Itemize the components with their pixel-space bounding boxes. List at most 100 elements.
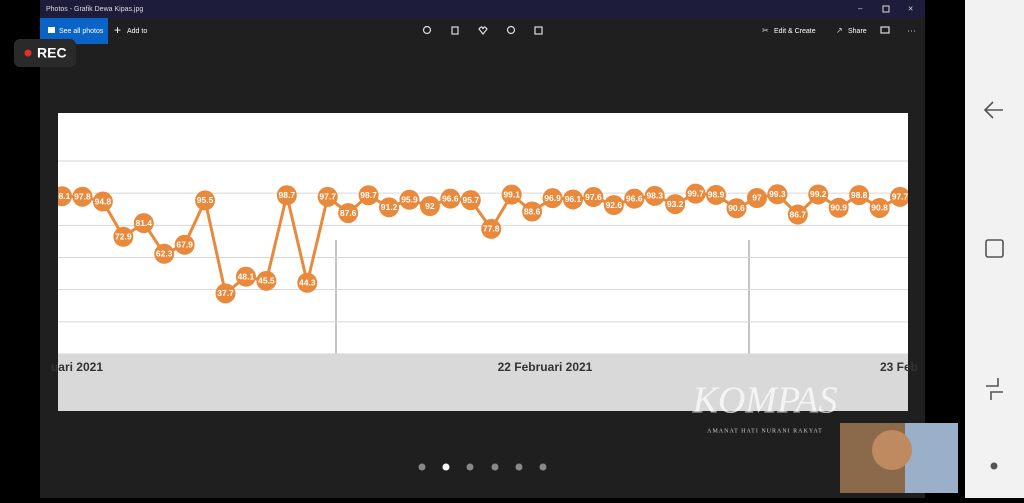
- data-point: [317, 186, 338, 207]
- data-point: [256, 270, 277, 291]
- android-nav-bar: [965, 0, 1024, 498]
- data-label: 93.2: [667, 199, 684, 209]
- rotate-icon[interactable]: [506, 25, 516, 35]
- data-label: 45.5: [258, 276, 275, 286]
- rec-label: REC: [37, 45, 67, 61]
- data-label: 90.9: [830, 203, 847, 213]
- nav-icons: [983, 101, 1004, 400]
- pager-dot[interactable]: [515, 463, 523, 471]
- data-point: [58, 186, 72, 207]
- data-point: [399, 189, 420, 210]
- data-label: 96.9: [544, 193, 561, 203]
- data-label: 92.6: [606, 200, 623, 210]
- data-label: 95.9: [401, 195, 418, 205]
- pager-dot[interactable]: [466, 463, 474, 471]
- pager-dot[interactable]: [418, 463, 426, 471]
- data-point: [746, 187, 767, 208]
- data-point: [562, 189, 583, 210]
- data-point: [869, 197, 890, 218]
- data-point: [583, 187, 604, 208]
- data-label: 77.8: [483, 224, 500, 234]
- data-label: 90.8: [871, 203, 888, 213]
- close[interactable]: ×: [908, 3, 913, 13]
- data-point: [92, 191, 113, 212]
- data-point: [624, 188, 645, 209]
- data-label: 99.2: [810, 189, 827, 199]
- pager-dot[interactable]: [539, 463, 547, 471]
- data-label: 48.1: [238, 271, 255, 281]
- print-icon[interactable]: [880, 26, 890, 34]
- data-label: 81.4: [135, 218, 152, 228]
- toolbar-icons: [422, 25, 890, 35]
- data-label: 67.9: [176, 240, 193, 250]
- data-label: 97.6: [585, 192, 602, 202]
- data-point: [828, 197, 849, 218]
- nav-dot[interactable]: [990, 462, 998, 470]
- edit-create-label[interactable]: Edit & Create: [774, 28, 816, 35]
- data-point: [113, 226, 134, 247]
- watermark-tagline: AMANAT HATI NURANI RAKYAT: [707, 428, 823, 434]
- window-title: Photos - Grafik Dewa Kipas.jpg: [46, 6, 143, 13]
- pager-dot[interactable]: [491, 463, 499, 471]
- data-label: 37.7: [217, 288, 234, 298]
- data-point: [808, 184, 829, 205]
- data-label: 98.7: [279, 190, 296, 200]
- data-label: 96.6: [626, 193, 643, 203]
- nav-recents[interactable]: [985, 239, 1004, 258]
- data-point: [726, 198, 747, 219]
- data-point: [685, 183, 706, 204]
- share-label[interactable]: Share: [848, 28, 867, 35]
- data-label: 98.3: [646, 191, 663, 201]
- data-point: [358, 185, 379, 206]
- data-label: 95.7: [463, 195, 480, 205]
- delete-icon[interactable]: [451, 26, 459, 35]
- maximize[interactable]: [882, 5, 890, 13]
- add-icon: +: [114, 23, 121, 37]
- data-point: [379, 197, 400, 218]
- data-label: 98.7: [360, 190, 377, 200]
- share-icon: ↗: [836, 26, 843, 35]
- data-point: [297, 272, 318, 293]
- data-label: 91.2: [381, 202, 398, 212]
- rec-dot: [24, 49, 32, 57]
- nav-switch[interactable]: [986, 378, 1003, 400]
- pager-dot-active[interactable]: [442, 463, 450, 471]
- see-all-icon: [48, 27, 55, 33]
- data-label: 95.5: [197, 195, 214, 205]
- data-point: [419, 196, 440, 217]
- data-label: 92: [425, 201, 435, 211]
- edit-icon: ✂: [762, 26, 769, 35]
- nav-back[interactable]: [983, 101, 1003, 119]
- data-point: [195, 190, 216, 211]
- data-label: 98.8: [851, 190, 868, 200]
- favorite-icon[interactable]: [478, 26, 488, 35]
- data-point: [215, 283, 236, 304]
- data-point: [276, 185, 297, 206]
- data-label: 99.7: [687, 188, 704, 198]
- crop-icon[interactable]: [534, 26, 543, 35]
- data-point: [665, 194, 686, 215]
- data-point: [767, 184, 788, 205]
- more-icon[interactable]: ···: [907, 25, 916, 35]
- data-label: 97.7: [892, 192, 909, 202]
- data-point: [338, 203, 359, 224]
- data-label: 97.8: [74, 191, 91, 201]
- data-point: [542, 188, 563, 209]
- date-band: [58, 354, 908, 411]
- x-date-label: 22 Februari 2021: [498, 360, 593, 374]
- data-label: 98.1: [54, 191, 71, 201]
- data-label: 99.1: [503, 189, 520, 199]
- add-to-label[interactable]: Add to: [127, 28, 147, 35]
- data-label: 96.1: [565, 194, 582, 204]
- x-date-label: uari 2021: [51, 360, 103, 374]
- webcam-background: [905, 423, 958, 493]
- zoom-icon[interactable]: [422, 25, 432, 35]
- minimize[interactable]: –: [858, 4, 863, 13]
- data-label: 72.9: [115, 232, 132, 242]
- data-label: 62.3: [156, 249, 173, 259]
- data-point: [72, 186, 93, 207]
- data-label: 97: [752, 193, 762, 203]
- line-chart: 98.1 97.8 94.8 72.981.4 62.367.9 95.5 37.7 48.1…: [54, 160, 909, 355]
- data-label: 99.3: [769, 189, 786, 199]
